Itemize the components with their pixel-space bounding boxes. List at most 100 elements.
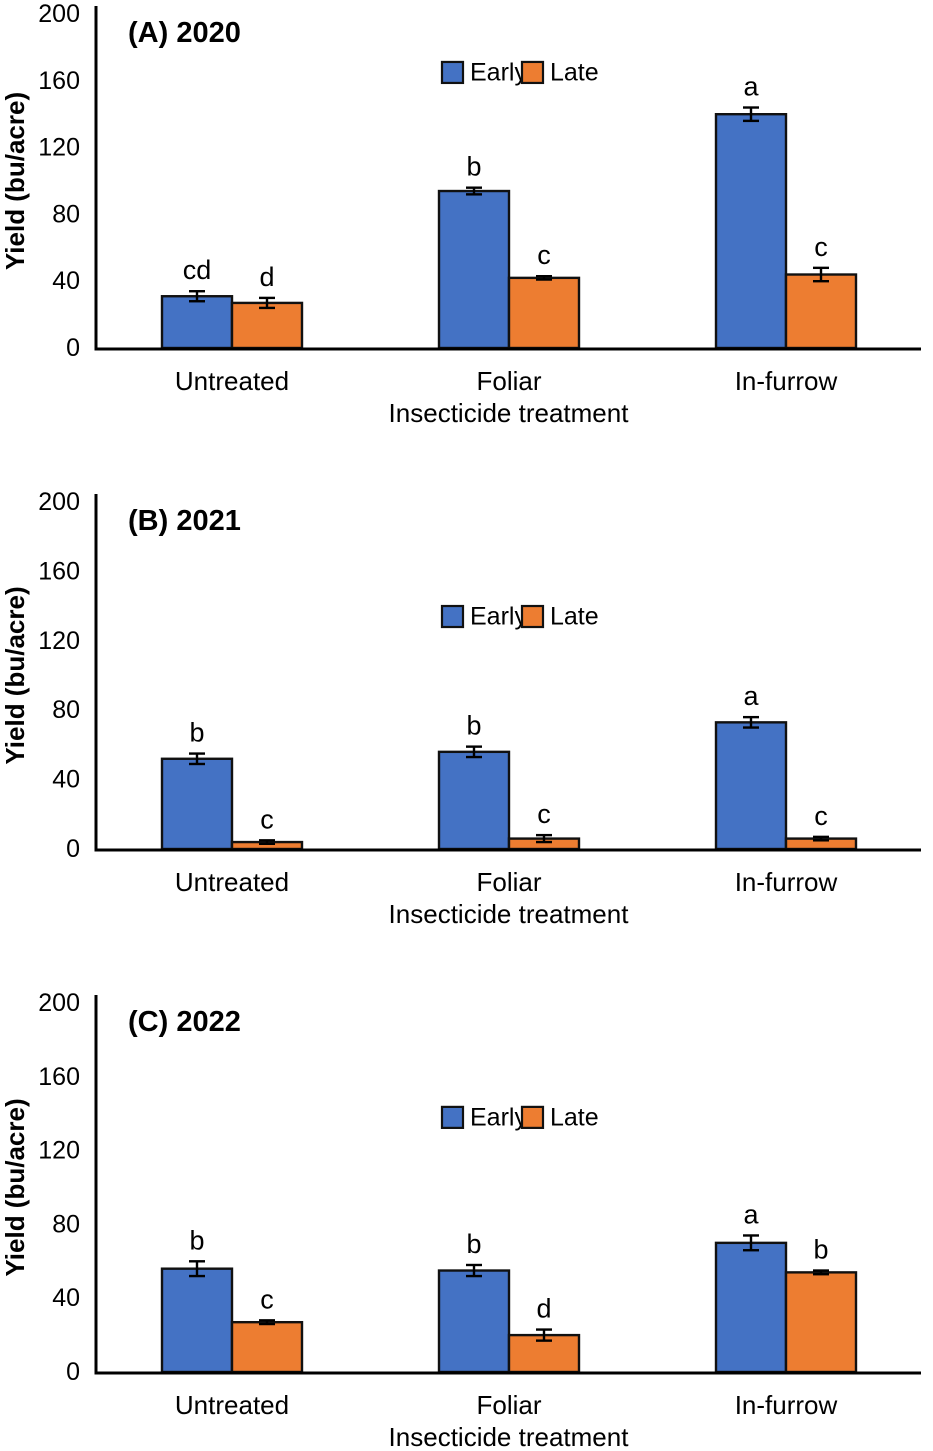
x-category-label-in-furrow: In-furrow (735, 1390, 838, 1420)
letter-late-untreated: c (260, 804, 274, 834)
letter-late-foliar: d (536, 1294, 551, 1324)
x-category-label-foliar: Foliar (476, 366, 541, 396)
x-category-label-in-furrow: In-furrow (735, 867, 838, 897)
y-tick-label-160: 160 (38, 67, 80, 95)
x-axis-title: Insecticide treatment (389, 1422, 630, 1451)
x-category-label-untreated: Untreated (175, 366, 289, 396)
bar-early-untreated (160, 1267, 234, 1374)
bar-early-in-furrow (714, 721, 788, 851)
bar-early-untreated (160, 757, 234, 851)
legend-swatch-late-icon (520, 604, 545, 629)
y-tick-label-120: 120 (38, 627, 80, 655)
y-tick-label-160: 160 (38, 1063, 80, 1091)
panel-title: (A) 2020 (128, 17, 241, 49)
y-tick-label-80: 80 (52, 200, 80, 228)
error-bar-early-in-furrow (743, 1234, 759, 1252)
y-tick-label-0: 0 (66, 334, 80, 362)
legend-swatch-late-icon (520, 1105, 545, 1129)
legend-swatch-early-icon (440, 1105, 465, 1129)
letter-early-in-furrow: a (743, 681, 759, 711)
letter-late-untreated: d (259, 262, 274, 292)
panel-title: (B) 2021 (128, 505, 241, 537)
error-bar-early-in-furrow (743, 106, 759, 123)
y-tick-label-0: 0 (66, 1358, 80, 1386)
bar-early-foliar (437, 750, 511, 851)
error-bar-late-untreated (259, 1319, 275, 1326)
letter-late-foliar: c (537, 799, 551, 829)
bar-late-untreated (230, 301, 304, 350)
error-bar-late-foliar (536, 833, 552, 844)
letter-late-foliar: c (537, 240, 551, 270)
legend: Early Late (440, 58, 599, 86)
x-axis-title: Insecticide treatment (389, 899, 630, 929)
y-tick-label-80: 80 (52, 696, 80, 724)
x-category-label-foliar: Foliar (476, 1390, 541, 1420)
y-tick-label-160: 160 (38, 557, 80, 585)
legend-swatch-late-icon (520, 60, 545, 85)
legend-label-late: Late (550, 58, 599, 86)
panel-title: (C) 2022 (128, 1006, 241, 1038)
bar-early-in-furrow (714, 1241, 788, 1374)
error-bar-late-untreated (259, 296, 275, 310)
y-tick-label-200: 200 (38, 0, 80, 28)
y-tick-label-0: 0 (66, 835, 80, 863)
y-tick-label-120: 120 (38, 1137, 80, 1165)
y-tick-label-200: 200 (38, 488, 80, 516)
letter-late-untreated: c (260, 1284, 274, 1314)
chart-svg-(C) 2022: b b a c d b 0 40 80 120 160 200 Yield (bu/acre) Untre… (0, 989, 921, 1451)
bar-late-in-furrow (784, 273, 858, 350)
y-tick-label-40: 40 (52, 766, 80, 794)
bar-early-in-furrow (714, 112, 788, 350)
legend-swatch-early-icon (440, 604, 465, 629)
letter-early-foliar: b (466, 152, 481, 182)
error-bar-late-foliar (536, 274, 552, 281)
y-tick-label-200: 200 (38, 989, 80, 1017)
letter-early-untreated: cd (183, 255, 212, 285)
legend-label-early: Early (470, 603, 527, 631)
letter-early-in-furrow: a (743, 72, 759, 102)
bar-early-foliar (437, 189, 511, 350)
y-tick-label-120: 120 (38, 134, 80, 162)
error-bar-early-in-furrow (743, 715, 759, 729)
chart-svg-(A) 2020: cd b a d c c 0 40 80 120 160 200 Yield (bu/acre) Untr… (0, 0, 921, 428)
bar-early-foliar (437, 1269, 511, 1374)
letter-late-in-furrow: b (813, 1235, 828, 1265)
x-category-label-untreated: Untreated (175, 867, 289, 897)
chart-svg-(B) 2021: b b a c c c 0 40 80 120 160 200 Yield (bu/acre) Untre… (0, 488, 921, 929)
letter-early-untreated: b (189, 1225, 204, 1255)
legend-label-early: Early (470, 1103, 527, 1131)
bar-late-untreated (230, 1320, 304, 1374)
error-bar-late-untreated (259, 839, 275, 845)
legend-label-late: Late (550, 603, 599, 631)
bar-late-foliar (507, 276, 581, 350)
y-axis-title: Yield (bu/acre) (0, 1098, 30, 1276)
letter-early-in-furrow: a (743, 1199, 759, 1229)
chart-panel-a: cd b a d c c 0 40 80 120 160 200 Yield (bu/acre) Untr… (0, 0, 933, 460)
error-bar-late-in-furrow (813, 835, 829, 842)
legend-label-late: Late (550, 1103, 599, 1131)
legend-swatch-early-icon (440, 60, 465, 85)
error-bar-early-foliar (466, 745, 482, 759)
legend-label-early: Early (470, 58, 527, 86)
error-bar-early-untreated (189, 290, 205, 303)
x-category-label-foliar: Foliar (476, 867, 541, 897)
y-tick-label-40: 40 (52, 267, 80, 295)
bar-late-in-furrow (784, 1271, 858, 1374)
chart-panel-c: b b a c d b 0 40 80 120 160 200 Yield (bu/acre) Untre… (0, 960, 933, 1451)
letter-early-foliar: b (466, 1229, 481, 1259)
error-bar-early-foliar (466, 1263, 482, 1278)
error-bar-early-untreated (189, 752, 205, 766)
y-axis-title: Yield (bu/acre) (0, 586, 30, 764)
x-category-label-in-furrow: In-furrow (735, 366, 838, 396)
legend: Early Late (440, 1103, 599, 1131)
chart-panel-b: b b a c c c 0 40 80 120 160 200 Yield (bu/acre) Untre… (0, 460, 933, 960)
error-bar-early-foliar (466, 186, 482, 196)
error-bar-late-foliar (536, 1328, 552, 1342)
letter-late-in-furrow: c (814, 801, 828, 831)
legend: Early Late (440, 603, 599, 631)
letter-early-foliar: b (466, 711, 481, 741)
letter-late-in-furrow: c (814, 232, 828, 262)
error-bar-late-in-furrow (813, 1269, 829, 1276)
letter-early-untreated: b (189, 718, 204, 748)
